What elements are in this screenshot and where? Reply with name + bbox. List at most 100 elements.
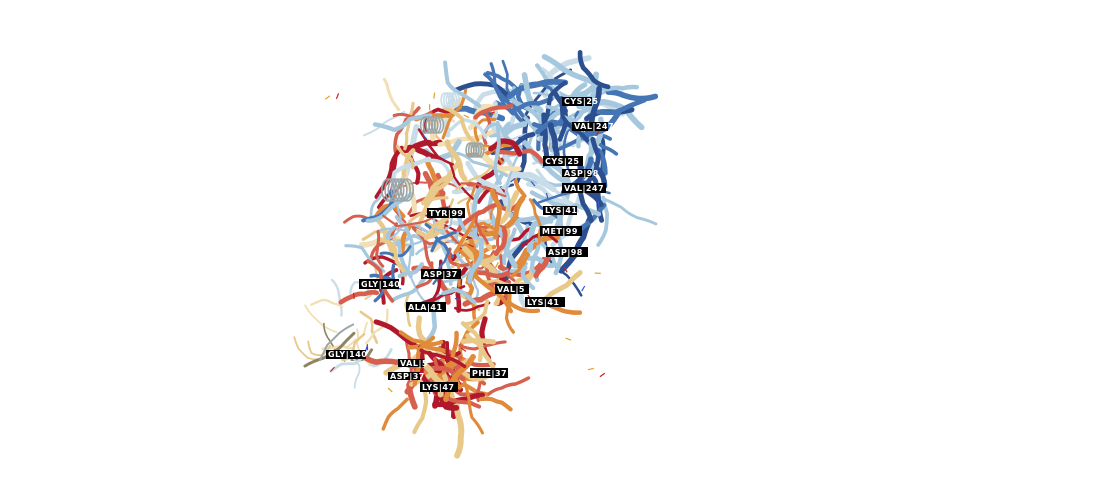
side-chain-stick: [324, 95, 331, 100]
helix-turn: [393, 178, 408, 202]
ribbon-segment: [453, 81, 512, 101]
ribbon-segment: [467, 239, 485, 284]
ribbon-segment: [365, 308, 389, 345]
side-chain-stick: [488, 111, 495, 115]
ribbon-segment: [415, 315, 428, 344]
ribbon-segment: [449, 162, 474, 200]
ribbon-segment: [474, 210, 489, 245]
ribbon-segment: [448, 397, 482, 409]
ribbon-segment: [406, 373, 419, 410]
ribbon-segment: [463, 299, 490, 326]
ribbon-segment: [453, 398, 465, 459]
ribbon-segment: [494, 100, 524, 124]
helix-turn: [431, 116, 442, 134]
ribbon-segment: [489, 187, 502, 239]
ribbon-segment: [398, 330, 444, 347]
residue-labels: CYS|25 VAL|247 CYS|25 ASP|98 VAL|247 LYS…: [326, 97, 614, 392]
ribbon-segment: [505, 149, 523, 212]
ribbon-segment: [407, 343, 448, 354]
ribbon-segment: [547, 122, 560, 161]
residue-label: GLY|140: [359, 279, 400, 289]
side-chain-stick: [548, 142, 551, 149]
ribbon-segment: [382, 77, 401, 112]
ribbon-segment: [602, 197, 658, 226]
ribbon-segment: [558, 215, 594, 274]
side-chain-stick: [433, 92, 436, 99]
ribbon-segment: [460, 182, 507, 198]
svg-text:GLY|140: GLY|140: [328, 350, 367, 359]
ribbon-segment: [412, 385, 429, 435]
ribbon-segment: [403, 101, 415, 151]
svg-text:ALA|41: ALA|41: [408, 303, 443, 312]
ribbon-segment: [382, 214, 433, 228]
svg-text:CYS|25: CYS|25: [564, 97, 598, 106]
ribbon-segment: [473, 103, 514, 120]
side-chain-stick: [329, 366, 335, 372]
ribbon-segment: [407, 249, 431, 307]
ribbon-segment: [443, 60, 482, 108]
ribbon-segment: [372, 113, 433, 133]
ribbon-segment: [419, 348, 467, 369]
residue-label: VAL|247: [562, 183, 606, 193]
ribbon-segment: [502, 227, 517, 266]
svg-text:VAL|5: VAL|5: [497, 285, 525, 294]
ribbon-segment: [520, 265, 536, 291]
helix-turn: [472, 142, 483, 158]
svg-text:ASP|37: ASP|37: [423, 270, 458, 279]
ribbon-segment: [577, 50, 611, 90]
side-chain-stick: [581, 285, 586, 292]
ribbon-segment: [444, 139, 468, 182]
side-chain-stick: [353, 292, 355, 299]
ribbon-segment: [504, 285, 515, 334]
helix-turn: [433, 116, 445, 134]
ribbon-segment: [455, 151, 509, 178]
ribbon-segment: [309, 298, 344, 308]
ribbon-segment: [449, 117, 488, 140]
ribbon-segment: [396, 239, 413, 279]
residue-label: GLY|140: [326, 350, 367, 359]
svg-text:LYS|47: LYS|47: [422, 383, 454, 392]
residue-label: ASP|37: [388, 372, 424, 381]
ribbon-segment: [559, 96, 590, 143]
svg-text:ASP|98: ASP|98: [548, 248, 583, 257]
residue-label: PHE|37: [470, 368, 508, 378]
ribbon-segment: [350, 355, 361, 389]
ribbon-segment: [401, 148, 416, 178]
ribbon-segment: [321, 344, 355, 351]
residue-label: VAL|5: [495, 284, 529, 294]
ribbon-segment: [386, 201, 402, 241]
helix-turn: [450, 92, 461, 108]
side-chain-stick: [530, 181, 536, 187]
side-chain-stick: [335, 93, 340, 100]
residue-label: CYS|25: [543, 156, 583, 166]
ribbon-segment: [369, 193, 383, 223]
ribbon-segment: [472, 269, 511, 279]
ribbon-segment: [488, 138, 523, 157]
ribbon-segment: [461, 370, 489, 382]
ribbon-segment: [455, 214, 498, 242]
svg-text:VAL|247: VAL|247: [574, 122, 614, 131]
side-chain-stick: [460, 347, 467, 352]
ribbon-segment: [330, 278, 343, 317]
helix-turn: [397, 178, 411, 202]
ribbon-segment: [514, 234, 560, 269]
side-chain-stick: [587, 367, 594, 371]
ribbon-segment: [417, 175, 454, 226]
ribbon-segment: [482, 122, 505, 134]
ribbon-segment: [359, 310, 379, 344]
ribbon-segment: [472, 87, 522, 113]
ribbon-segment: [483, 72, 525, 118]
side-chain-stick: [422, 134, 428, 140]
residue-label: LYS|47: [420, 382, 458, 392]
helix-turn: [445, 92, 455, 108]
ribbon-segment: [478, 195, 526, 237]
side-chain-stick: [454, 297, 461, 301]
svg-text:TYR|99: TYR|99: [429, 209, 463, 218]
residue-label: ASP|98: [546, 247, 588, 257]
protein-ribbon-structure: [293, 50, 659, 459]
side-chain-stick: [510, 177, 516, 183]
ribbon-segment: [595, 97, 647, 116]
ribbon-segment: [493, 120, 502, 185]
ribbon-segment: [605, 89, 659, 102]
